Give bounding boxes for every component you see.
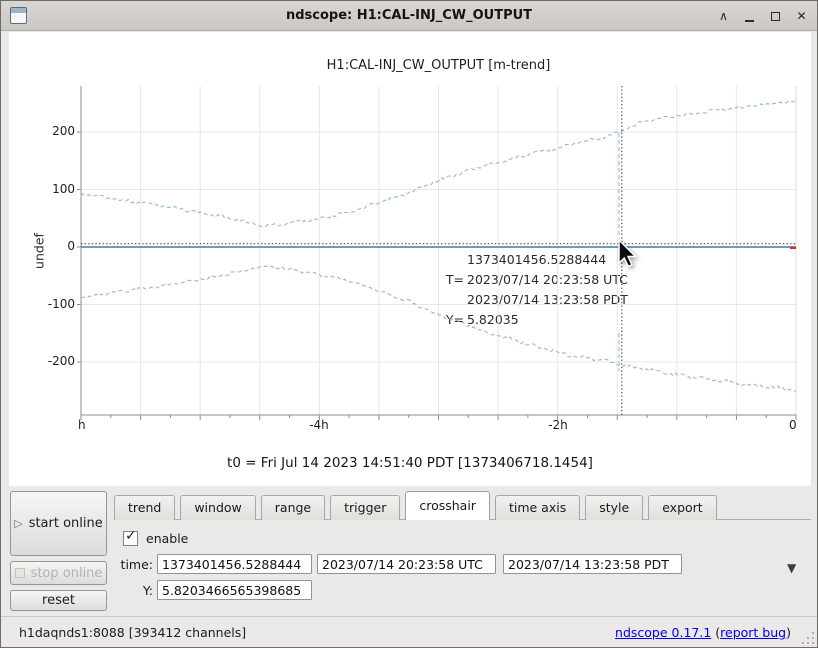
version-area: ndscope 0.17.1 (report bug) <box>615 625 791 640</box>
tab-range[interactable]: range <box>260 495 326 520</box>
maximize-icon[interactable] <box>766 5 785 27</box>
y-value-input[interactable] <box>157 580 312 600</box>
y-field-label: Y: <box>142 583 153 598</box>
tab-trigger[interactable]: trigger <box>330 495 401 520</box>
check-icon: ✓ <box>125 528 137 544</box>
status-bar: h1daqnds1:8088 [393412 channels] ndscope… <box>1 616 817 647</box>
crosshair-gps: 1373401456.5288444 <box>467 252 607 267</box>
t0-label: t0 = Fri Jul 14 2023 14:51:40 PDT [13734… <box>227 455 593 471</box>
chevron-down-icon[interactable]: ▼ <box>787 561 797 575</box>
play-icon: ▷ <box>14 517 23 530</box>
crosshair-utc: 2023/07/14 20:23:58 UTC <box>467 272 628 287</box>
enable-checkbox[interactable]: ✓ <box>123 528 138 546</box>
x-tick: 0 <box>789 418 797 432</box>
plot-panel <box>9 32 811 486</box>
x-tick: -4h <box>309 418 329 432</box>
tab-time-axis[interactable]: time axis <box>494 495 581 520</box>
reset-button[interactable]: reset <box>10 590 107 611</box>
stop-icon <box>14 568 25 578</box>
tab-window[interactable]: window <box>180 495 256 520</box>
close-icon[interactable]: ✕ <box>796 9 807 23</box>
x-tick: h <box>78 418 86 432</box>
shade-icon[interactable]: ∧ <box>719 9 728 23</box>
enable-label: enable <box>146 531 189 546</box>
tab-crosshair[interactable]: crosshair <box>405 491 490 520</box>
tab-trend[interactable]: trend <box>114 495 176 520</box>
window-title: ndscope: H1:CAL-INJ_CW_OUTPUT <box>285 8 533 23</box>
crosshair-y: 5.82035 <box>467 312 519 327</box>
report-bug-link[interactable]: report bug <box>720 625 787 640</box>
stop-online-button[interactable]: stop online <box>10 561 107 585</box>
y-tick: -200 <box>47 354 75 368</box>
resize-grip[interactable] <box>802 632 815 645</box>
version-link[interactable]: ndscope 0.17.1 <box>615 625 712 640</box>
time-utc-input[interactable] <box>317 554 496 574</box>
start-online-button[interactable]: ▷ start online <box>10 491 107 556</box>
plot-title: H1:CAL-INJ_CW_OUTPUT [m-trend] <box>326 58 551 73</box>
minimize-icon[interactable] <box>740 5 759 27</box>
tab-bar: trend window range trigger crosshair time axi… <box>114 491 717 520</box>
time-label: time: <box>120 557 153 572</box>
time-local-input[interactable] <box>503 554 682 574</box>
x-tick: -2h <box>548 418 568 432</box>
y-tick: 100 <box>52 182 75 196</box>
time-gps-input[interactable] <box>157 554 312 574</box>
crosshair-local: 2023/07/14 13:23:58 PDT <box>467 292 628 307</box>
y-tick: -100 <box>47 297 75 311</box>
crosshair-annotation: 1373401456.5288444 T= 2023/07/14 20:23:58… <box>445 252 628 327</box>
control-panel: ▷ start online stop online reset trend wi… <box>1 486 817 616</box>
y-tick: 0 <box>67 239 75 253</box>
y-tick: 200 <box>52 124 75 138</box>
tab-style[interactable]: style <box>585 495 644 520</box>
tab-export[interactable]: export <box>648 495 717 520</box>
titlebar[interactable]: ndscope: H1:CAL-INJ_CW_OUTPUT ∧ ✕ <box>1 1 817 31</box>
server-status: h1daqnds1:8088 [393412 channels] <box>19 625 247 640</box>
app-icon[interactable] <box>10 7 27 24</box>
